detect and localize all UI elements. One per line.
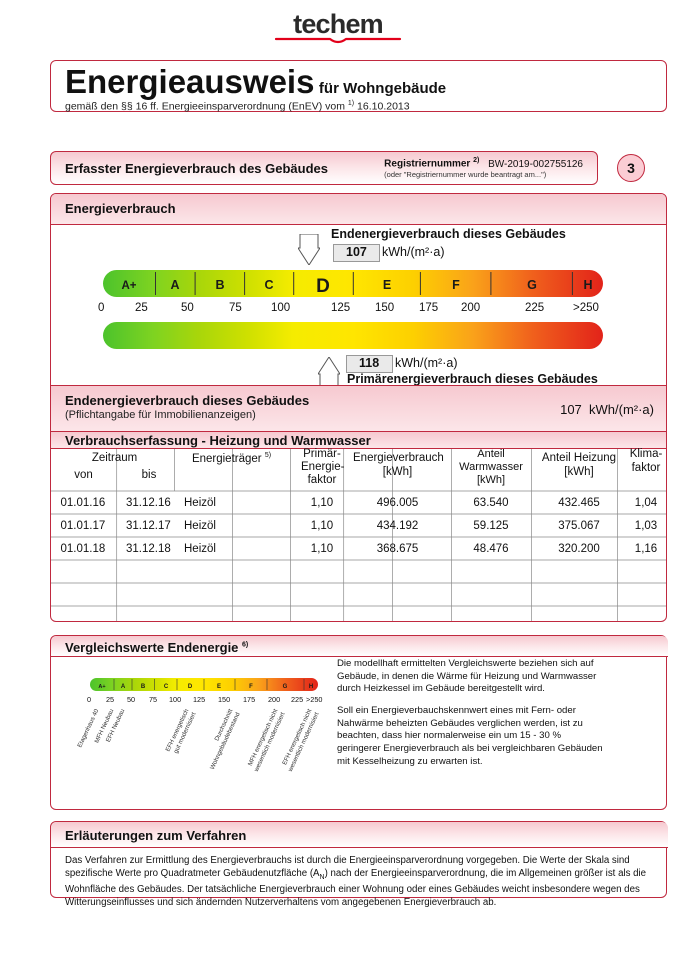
svg-text:G: G xyxy=(527,278,537,292)
svg-text:A+: A+ xyxy=(98,684,105,690)
svg-text:A: A xyxy=(170,278,179,292)
svg-text:techem: techem xyxy=(293,9,383,39)
svg-text:A: A xyxy=(121,684,126,690)
svg-text:C: C xyxy=(164,684,169,690)
svg-text:D: D xyxy=(188,684,193,690)
svg-text:B: B xyxy=(141,684,146,690)
svg-text:E: E xyxy=(217,684,221,690)
svg-text:G: G xyxy=(283,684,288,690)
svg-text:D: D xyxy=(316,276,330,297)
svg-text:H: H xyxy=(583,278,592,292)
svg-text:B: B xyxy=(215,278,224,292)
svg-text:F: F xyxy=(249,684,253,690)
svg-text:A+: A+ xyxy=(121,280,136,292)
svg-text:H: H xyxy=(309,684,313,690)
svg-text:C: C xyxy=(264,278,273,292)
svg-text:E: E xyxy=(383,278,391,292)
svg-text:F: F xyxy=(452,278,460,292)
